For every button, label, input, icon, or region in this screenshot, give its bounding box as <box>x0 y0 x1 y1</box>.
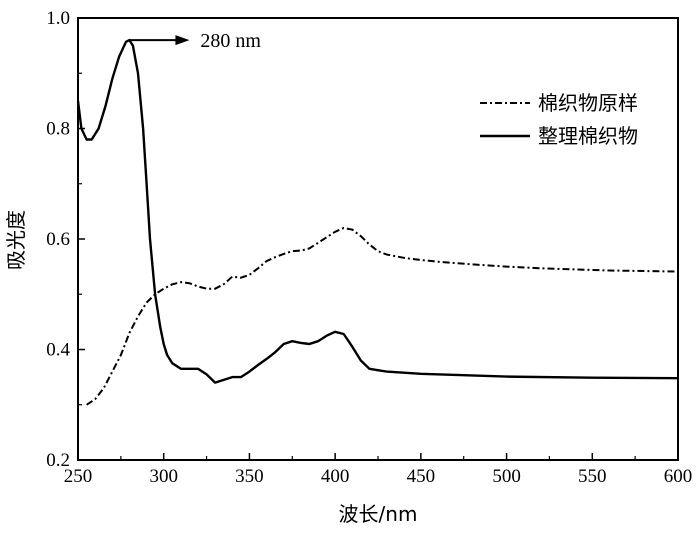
x-tick-label: 450 <box>407 466 436 487</box>
legend-label-series-1: 棉织物原样 <box>538 91 638 115</box>
series-line-2 <box>76 38 679 384</box>
ticks: 250 300 350 400 450 500 550 600 0.2 0.4 0.6 0.8 1.0 <box>46 8 692 487</box>
annotation-arrow-icon <box>175 35 190 46</box>
y-axis-title: 吸光度 <box>4 210 28 270</box>
x-tick-label: 250 <box>64 466 93 487</box>
series-line-1 <box>86 227 679 406</box>
x-tick-label: 600 <box>664 466 693 487</box>
annotation-label: 280 nm <box>200 30 261 52</box>
peak-annotation: 280 nm <box>129 30 261 52</box>
x-tick-label: 350 <box>235 466 264 487</box>
x-tick-label: 550 <box>578 466 607 487</box>
x-tick-label: 400 <box>321 466 350 487</box>
y-tick-label: 1.0 <box>46 8 70 29</box>
y-tick-label: 0.4 <box>46 340 70 361</box>
legend-label-series-2: 整理棉织物 <box>538 124 638 148</box>
x-axis-title: 波长/nm <box>339 502 418 526</box>
plot-frame <box>77 17 679 461</box>
series-lines <box>76 38 679 406</box>
y-tick-label: 0.2 <box>46 450 70 471</box>
y-tick-label: 0.8 <box>46 119 70 140</box>
legend: 棉织物原样 整理棉织物 <box>480 91 638 148</box>
y-tick-label: 0.6 <box>46 229 70 250</box>
x-tick-label: 300 <box>149 466 178 487</box>
x-tick-label: 500 <box>492 466 521 487</box>
